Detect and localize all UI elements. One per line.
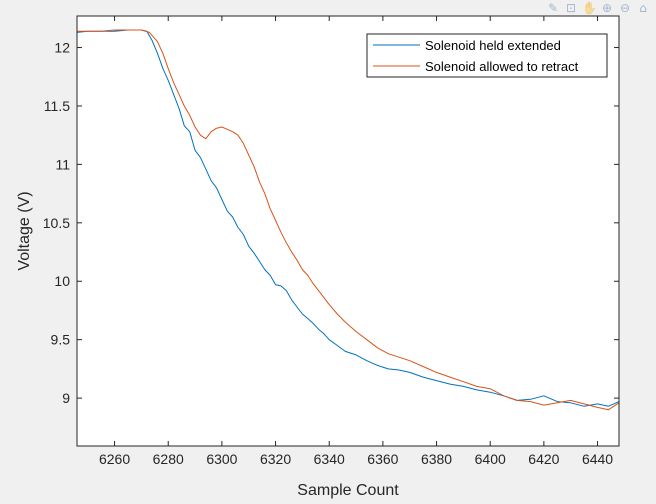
x-tick-label: 6360 (367, 451, 398, 467)
x-tick-label: 6380 (421, 451, 452, 467)
x-tick-label: 6260 (99, 451, 130, 467)
y-tick-label: 11.5 (44, 98, 70, 114)
x-tick-label: 6440 (582, 451, 613, 467)
brush-icon[interactable]: ✎ (547, 1, 559, 15)
legend-box (366, 33, 608, 78)
pan-icon[interactable]: ✋ (582, 1, 597, 15)
plot-area[interactable] (77, 16, 619, 446)
x-tick-label: 6340 (314, 451, 345, 467)
y-tick-label: 9.5 (51, 332, 71, 348)
legend[interactable]: Solenoid held extended Solenoid allowed t… (366, 33, 608, 78)
x-tick-label: 6420 (528, 451, 559, 467)
home-icon[interactable]: ⌂ (639, 1, 647, 15)
y-tick-label: 12 (54, 40, 70, 56)
zoom-in-icon[interactable]: ⊕ (601, 1, 613, 15)
tick-marks: 6260 6280 6300 6320 6340 6360 6380 6400 6420 6440… (43, 16, 619, 467)
series-line-1[interactable] (76, 29, 620, 407)
x-tick-label: 6300 (206, 451, 237, 467)
x-tick-label: 6320 (260, 451, 291, 467)
datatip-icon[interactable]: ⊡ (565, 1, 577, 15)
x-axis-label: Sample Count (297, 482, 399, 499)
y-axis-label: Voltage (V) (16, 191, 33, 270)
zoom-out-icon[interactable]: ⊖ (619, 1, 631, 15)
legend-label-1: Solenoid held extended (425, 38, 561, 53)
y-tick-label: 10.5 (43, 215, 70, 231)
y-tick-label: 10 (54, 273, 70, 289)
x-tick-label: 6400 (475, 451, 506, 467)
axes (76, 15, 620, 447)
legend-label-2: Solenoid allowed to retract (425, 59, 579, 74)
x-tick-label: 6280 (153, 451, 184, 467)
series-lines (76, 29, 620, 411)
y-tick-label: 9 (62, 390, 70, 406)
axes-box (76, 15, 620, 447)
series-line-2[interactable] (77, 29, 620, 411)
y-tick-label: 11 (55, 156, 70, 172)
figure-toolbar: ✎ ⊡ ✋ ⊕ ⊖ ⌂ (546, 0, 650, 16)
